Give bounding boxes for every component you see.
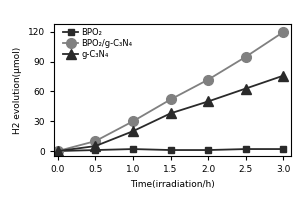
BPO₂/g-C₃N₄: [131, 120, 135, 122]
BPO₂/g-C₃N₄: [206, 78, 210, 81]
g-C₃N₄: [206, 100, 210, 103]
BPO₂: [131, 148, 135, 150]
BPO₂: [244, 148, 248, 150]
BPO₂/g-C₃N₄: [56, 150, 60, 152]
Line: BPO₂: BPO₂: [54, 146, 287, 155]
BPO₂/g-C₃N₄: [169, 98, 172, 101]
X-axis label: Time(irradiation/h): Time(irradiation/h): [130, 180, 215, 189]
g-C₃N₄: [94, 145, 97, 147]
BPO₂/g-C₃N₄: [244, 56, 248, 58]
g-C₃N₄: [282, 74, 285, 77]
BPO₂: [282, 148, 285, 150]
BPO₂: [56, 150, 60, 152]
BPO₂/g-C₃N₄: [94, 140, 97, 142]
Line: g-C₃N₄: g-C₃N₄: [53, 71, 288, 156]
BPO₂: [206, 149, 210, 151]
Legend: BPO₂, BPO₂/g-C₃N₄, g-C₃N₄: BPO₂, BPO₂/g-C₃N₄, g-C₃N₄: [61, 26, 135, 62]
g-C₃N₄: [131, 130, 135, 132]
BPO₂/g-C₃N₄: [282, 31, 285, 33]
BPO₂: [169, 149, 172, 151]
Y-axis label: H2 evolution(μmol): H2 evolution(μmol): [13, 46, 22, 134]
g-C₃N₄: [169, 112, 172, 115]
Line: BPO₂/g-C₃N₄: BPO₂/g-C₃N₄: [53, 27, 288, 156]
g-C₃N₄: [244, 87, 248, 90]
g-C₃N₄: [56, 150, 60, 152]
BPO₂: [94, 149, 97, 151]
